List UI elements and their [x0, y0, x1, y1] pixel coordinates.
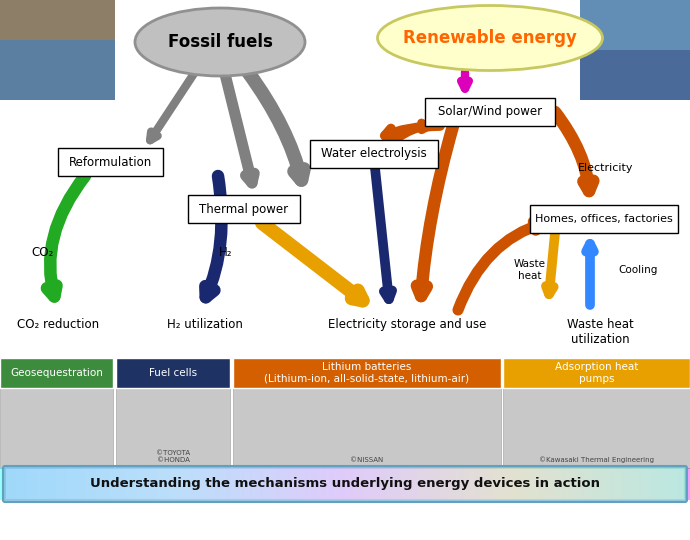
Text: Lithium batteries
(Lithium-ion, all-solid-state, lithium-air): Lithium batteries (Lithium-ion, all-soli… — [264, 362, 470, 384]
Text: CO₂: CO₂ — [31, 246, 53, 260]
Text: Renewable energy: Renewable energy — [403, 29, 577, 47]
Bar — [0, 358, 113, 388]
Text: Thermal power: Thermal power — [199, 202, 288, 215]
Bar — [233, 358, 501, 388]
Bar — [188, 195, 300, 223]
FancyArrowPatch shape — [555, 112, 593, 191]
Text: CO₂ reduction: CO₂ reduction — [17, 318, 99, 331]
Bar — [116, 358, 230, 388]
FancyArrowPatch shape — [150, 72, 195, 140]
Text: Cooling: Cooling — [618, 265, 658, 275]
Text: H₂: H₂ — [219, 246, 233, 260]
Bar — [58, 148, 163, 176]
FancyArrowPatch shape — [206, 176, 221, 297]
FancyArrowPatch shape — [225, 74, 254, 183]
Text: Fuel cells: Fuel cells — [149, 368, 197, 378]
FancyArrowPatch shape — [262, 223, 363, 301]
Ellipse shape — [135, 8, 305, 76]
FancyArrowPatch shape — [375, 168, 392, 299]
Bar — [310, 140, 438, 168]
Bar — [503, 358, 690, 388]
FancyArrowPatch shape — [385, 126, 440, 136]
Bar — [116, 388, 230, 468]
FancyArrowPatch shape — [47, 176, 85, 296]
Bar — [580, 0, 690, 50]
Text: Fossil fuels: Fossil fuels — [168, 33, 273, 51]
Text: Geosequestration: Geosequestration — [10, 368, 103, 378]
Text: Adsorption heat
pumps: Adsorption heat pumps — [555, 362, 638, 384]
Bar — [233, 388, 501, 468]
Text: Understanding the mechanisms underlying energy devices in action: Understanding the mechanisms underlying … — [90, 477, 600, 490]
Text: ©Kawasaki Thermal Engineering: ©Kawasaki Thermal Engineering — [539, 456, 654, 463]
Bar — [425, 98, 555, 126]
FancyArrowPatch shape — [458, 222, 543, 310]
FancyArrowPatch shape — [417, 126, 453, 296]
FancyArrowPatch shape — [461, 72, 469, 89]
FancyArrowPatch shape — [395, 123, 428, 140]
Text: Solar/Wind power: Solar/Wind power — [438, 105, 542, 118]
Text: Waste
heat: Waste heat — [514, 259, 546, 281]
Bar — [0, 0, 115, 100]
Bar — [0, 0, 115, 40]
Bar — [530, 205, 678, 233]
FancyArrowPatch shape — [586, 244, 594, 305]
Text: ©TOYOTA
©HONDA: ©TOYOTA ©HONDA — [156, 450, 190, 463]
FancyArrowPatch shape — [546, 233, 555, 294]
Text: Water electrolysis: Water electrolysis — [321, 147, 427, 160]
Text: Homes, offices, factories: Homes, offices, factories — [535, 214, 673, 224]
Text: ©NISSAN: ©NISSAN — [351, 457, 384, 463]
Text: Reformulation: Reformulation — [69, 156, 152, 168]
Text: H₂ utilization: H₂ utilization — [167, 318, 243, 331]
Text: Electricity: Electricity — [578, 163, 633, 173]
FancyArrowPatch shape — [248, 72, 304, 180]
Text: Electricity storage and use: Electricity storage and use — [328, 318, 486, 331]
Ellipse shape — [377, 5, 602, 71]
Bar — [5, 468, 685, 500]
Bar — [0, 388, 113, 468]
Bar — [503, 388, 690, 468]
Bar — [580, 0, 690, 100]
Text: Waste heat
utilization: Waste heat utilization — [566, 318, 633, 346]
